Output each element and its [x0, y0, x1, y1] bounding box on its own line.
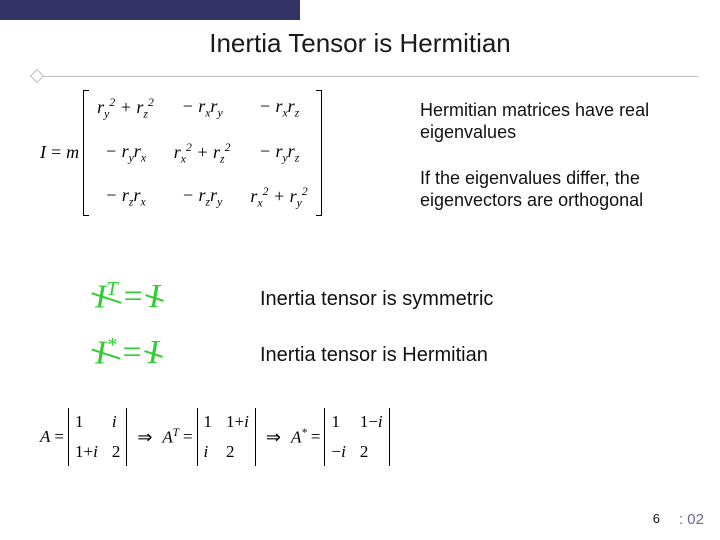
- matrix-grid: ry2 + rz2 − rxry − rxrz − ryrx rx2 + rz2…: [89, 90, 316, 216]
- matrix-cell: − ryrx: [97, 141, 154, 166]
- matrix-cell: − rxrz: [250, 96, 307, 121]
- slide-title: Inertia Tensor is Hermitian: [0, 28, 720, 59]
- rule-diamond-icon: [30, 69, 44, 83]
- label-symmetric: Inertia tensor is symmetric: [260, 288, 493, 311]
- implies-icon: ⇒: [260, 427, 287, 448]
- matrix-AT: 11+i i2: [197, 408, 256, 466]
- page-number: 6: [653, 511, 660, 526]
- symmetric-identity: IT = I: [95, 278, 160, 316]
- I-plain: I: [148, 334, 159, 372]
- matrix-cell: − rxry: [174, 96, 231, 121]
- implies-icon: ⇒: [131, 427, 158, 448]
- I-plain: I: [149, 278, 160, 316]
- matrix-cell: − ryrz: [250, 141, 307, 166]
- example-matrices: A = 1i 1+i2 ⇒ AT = 11+i i2 ⇒ A* = 11−i −…: [40, 408, 390, 466]
- mass-symbol: m: [66, 142, 83, 163]
- matrix-cell: ry2 + rz2: [97, 96, 154, 121]
- matrix-cell: rx2 + ry2: [250, 185, 307, 210]
- inertia-tensor-definition: I = m ry2 + rz2 − rxry − rxrz − ryrx rx2…: [40, 90, 322, 216]
- equals-sign: =: [46, 142, 66, 163]
- note-orthogonal-eigenvectors: If the eigenvalues differ, the eigenvect…: [420, 168, 710, 211]
- AT-symbol: AT: [162, 427, 179, 448]
- Astar-symbol: A*: [291, 427, 307, 448]
- title-rule: [22, 76, 698, 77]
- matrix-cell: − rzry: [174, 185, 231, 210]
- matrix-A: 1i 1+i2: [68, 408, 127, 466]
- I-transpose: IT: [95, 278, 118, 316]
- hermitian-identity: I* = I: [95, 334, 159, 372]
- matrix-cell: rx2 + rz2: [174, 141, 231, 166]
- note-hermitian-real-eigenvalues: Hermitian matrices have real eigenvalues: [420, 100, 700, 143]
- A-symbol: A: [40, 427, 50, 447]
- header-accent-bar: [0, 0, 300, 20]
- matrix-Astar: 11−i −i2: [324, 408, 389, 466]
- label-hermitian: Inertia tensor is Hermitian: [260, 344, 488, 367]
- timecode: : 02: [679, 511, 704, 528]
- matrix-cell: − rzrx: [97, 185, 154, 210]
- I-conjugate: I*: [95, 334, 117, 372]
